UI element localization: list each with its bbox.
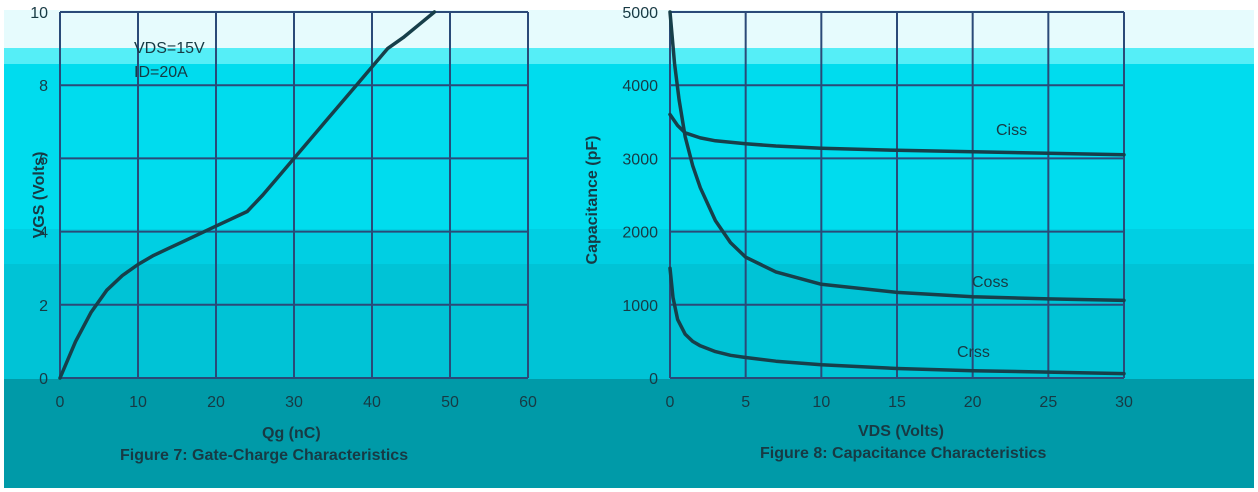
x-tick-label: 20 [207, 394, 225, 411]
chart-1-caption: Figure 7: Gate-Charge Characteristics [120, 447, 409, 464]
background-band [4, 379, 1254, 488]
y-axis-label: Capacitance (pF) [584, 136, 601, 265]
x-tick-label: 0 [666, 394, 675, 411]
x-tick-label: 0 [56, 394, 65, 411]
x-tick-label: 5 [741, 394, 750, 411]
background-band [4, 229, 1254, 264]
x-tick-label: 50 [441, 394, 459, 411]
x-tick-label: 20 [964, 394, 982, 411]
y-tick-label: 4000 [622, 78, 658, 95]
series-label-ciss: Ciss [996, 122, 1027, 139]
y-tick-label: 0 [649, 371, 658, 388]
series-line-crss [668, 266, 1126, 376]
y-tick-label: 8 [39, 78, 48, 95]
y-tick-label: 6 [39, 151, 48, 168]
y-tick-label: 2 [39, 298, 48, 315]
y-tick-label: 5000 [622, 5, 658, 22]
y-axis-label: VGS (Volts) [31, 152, 48, 239]
chart-annotation: VDS=15V [134, 40, 205, 57]
chart-2-x-axis-label: VDS (Volts) [858, 423, 944, 440]
background-band [4, 10, 1254, 48]
series-label-crss: Crss [957, 344, 990, 361]
x-tick-label: 30 [285, 394, 303, 411]
y-tick-label: 4 [39, 225, 48, 242]
chart-1-x-axis-label: Qg (nC) [262, 425, 321, 442]
x-tick-label: 25 [1039, 394, 1057, 411]
background-band [4, 64, 1254, 229]
y-tick-label: 2000 [622, 225, 658, 242]
series-line-vgs [58, 10, 437, 380]
x-tick-label: 15 [888, 394, 906, 411]
x-tick-label: 60 [519, 394, 537, 411]
background-band [4, 48, 1254, 64]
x-tick-label: 40 [363, 394, 381, 411]
background-band [4, 264, 1254, 379]
x-tick-label: 10 [812, 394, 830, 411]
series-label-coss: Coss [972, 274, 1008, 291]
series-line-coss [668, 10, 1126, 303]
x-tick-label: 30 [1115, 394, 1133, 411]
x-tick-label: 10 [129, 394, 147, 411]
y-tick-label: 1000 [622, 298, 658, 315]
chart-annotation: ID=20A [134, 64, 188, 81]
y-tick-label: 10 [30, 5, 48, 22]
chart-2-caption: Figure 8: Capacitance Characteristics [760, 445, 1047, 462]
y-tick-label: 3000 [622, 151, 658, 168]
y-tick-label: 0 [39, 371, 48, 388]
